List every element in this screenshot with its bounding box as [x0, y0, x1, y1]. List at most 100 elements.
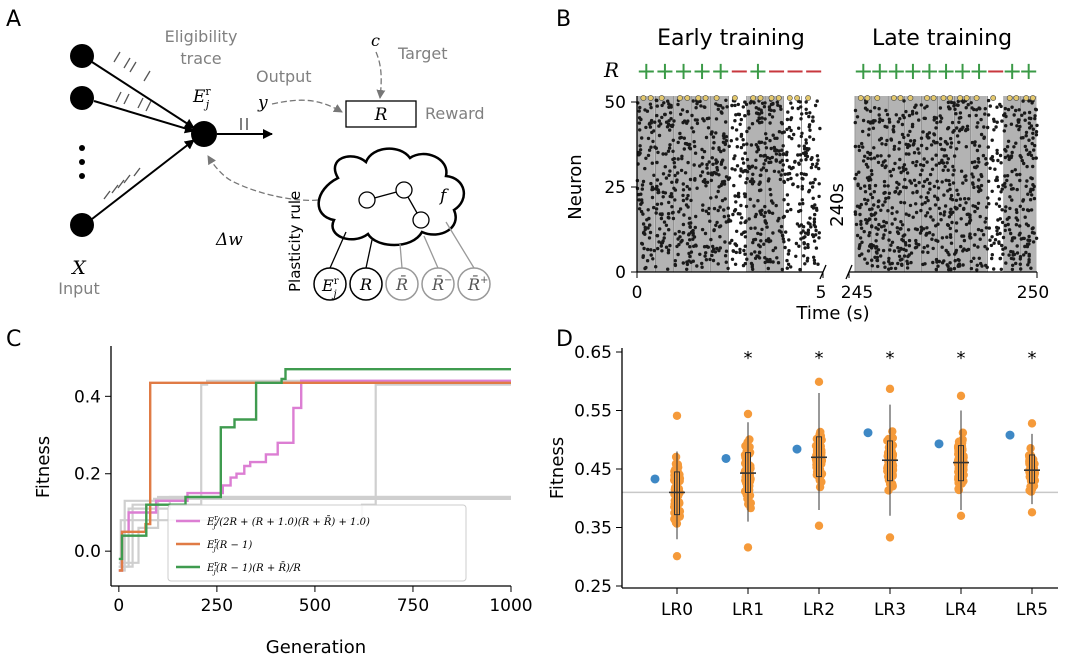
spike — [741, 138, 745, 142]
spike — [810, 162, 815, 167]
spike — [1018, 224, 1022, 228]
output-spike — [640, 95, 647, 101]
spike — [667, 173, 671, 177]
spike — [1006, 222, 1010, 227]
spike — [715, 246, 719, 251]
spike — [921, 250, 925, 254]
spike — [907, 113, 912, 118]
spike — [859, 222, 863, 226]
spike — [931, 246, 935, 251]
spike — [970, 140, 974, 145]
reference-point — [792, 444, 802, 454]
spike — [699, 174, 703, 178]
spike — [864, 202, 868, 206]
spike — [654, 211, 658, 215]
spike — [707, 206, 711, 211]
spike — [652, 205, 656, 210]
output-spike — [757, 95, 764, 101]
spike — [768, 121, 772, 125]
spike — [1006, 139, 1011, 143]
spike — [689, 198, 693, 203]
spike — [1027, 138, 1031, 142]
late-training-title: Late training — [872, 26, 1012, 51]
spike — [694, 106, 698, 110]
spike — [917, 243, 921, 247]
spike — [732, 209, 737, 213]
rule-input-label: R — [359, 275, 372, 294]
reward-sign: + — [1002, 57, 1022, 85]
spike — [942, 193, 946, 197]
spike — [806, 228, 811, 232]
sample-point — [746, 503, 755, 513]
spike — [655, 178, 660, 182]
spike — [888, 248, 892, 252]
spike — [657, 190, 661, 195]
spike — [979, 183, 984, 188]
spike — [731, 212, 735, 217]
spike — [1015, 187, 1019, 192]
spike — [1026, 192, 1030, 196]
spike — [742, 169, 747, 173]
spike — [999, 267, 1003, 271]
y-tick: 0 — [615, 263, 626, 283]
spike — [804, 138, 808, 142]
spike — [763, 219, 767, 223]
spike — [883, 265, 887, 269]
spike — [690, 113, 694, 118]
reward-sign: + — [952, 57, 972, 85]
spike — [785, 158, 789, 163]
spike — [666, 99, 670, 103]
spike — [908, 203, 913, 208]
spike — [667, 105, 671, 110]
spike — [679, 168, 684, 173]
spike — [740, 157, 745, 161]
spike — [780, 122, 784, 126]
spike — [863, 154, 867, 158]
spike — [767, 209, 771, 213]
spike — [870, 195, 875, 200]
sample-point — [888, 427, 897, 436]
spike — [938, 120, 943, 124]
spike — [738, 250, 742, 255]
output-spike — [1023, 95, 1030, 101]
spike — [781, 144, 785, 148]
spike — [873, 217, 878, 221]
spike — [870, 225, 874, 229]
spike — [808, 222, 812, 226]
spike — [892, 124, 896, 129]
spike — [772, 109, 776, 113]
spike — [699, 104, 703, 108]
spike — [1031, 240, 1036, 244]
rule-input-label: Er j — [321, 276, 339, 300]
spike — [976, 201, 981, 205]
spike — [919, 195, 923, 199]
iqr-box — [1029, 454, 1035, 484]
spike — [795, 173, 799, 177]
spike — [798, 153, 803, 157]
output-spike — [857, 95, 864, 101]
sample-point — [884, 486, 893, 495]
spike — [814, 164, 818, 169]
spike — [964, 106, 968, 110]
spike — [863, 197, 867, 202]
spike — [890, 206, 894, 210]
spike — [1025, 242, 1030, 246]
spike — [733, 119, 737, 123]
reward-sign: + — [853, 57, 873, 85]
spike — [704, 135, 709, 140]
spike — [676, 171, 680, 175]
spike — [683, 171, 688, 175]
rule-input-node — [313, 267, 347, 301]
spike — [700, 147, 704, 152]
lr-distribution-plot: * * * * * — [622, 348, 1058, 561]
reward-sign: + — [692, 57, 712, 85]
spike — [718, 205, 722, 209]
spike — [893, 190, 897, 194]
spike — [721, 140, 726, 144]
sample-point — [674, 491, 683, 500]
spike — [896, 231, 901, 236]
spike — [691, 259, 695, 263]
spike — [733, 168, 737, 172]
spike — [721, 106, 725, 110]
spike — [910, 124, 915, 129]
